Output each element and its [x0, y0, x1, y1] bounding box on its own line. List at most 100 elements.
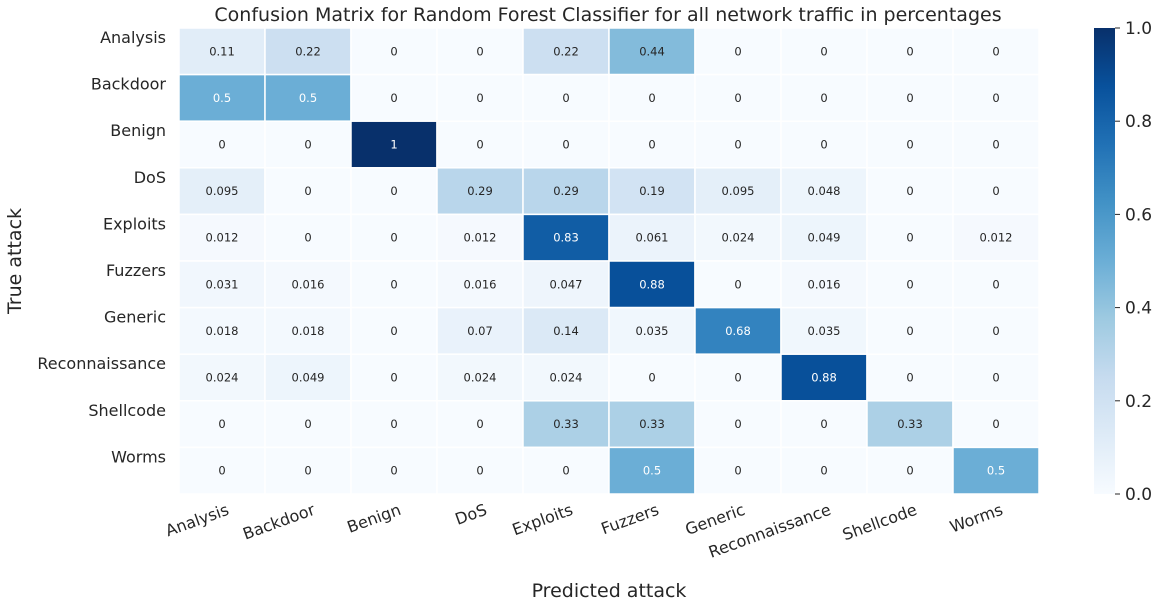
cell-value-label: 0 [648, 138, 655, 152]
heatmap-cell [952, 73, 1040, 122]
cell-value-label: 0 [304, 417, 311, 431]
cell-value-label: 0 [992, 324, 999, 338]
x-tick-label: Fuzzers [598, 500, 661, 538]
cell-value-label: 0.012 [206, 231, 239, 245]
cell-value-label: 0 [390, 91, 397, 105]
cell-value-label: 0 [390, 231, 397, 245]
colorbar-tick-label: 0.6 [1125, 205, 1152, 225]
heatmap-cell [436, 400, 524, 449]
cell-value-label: 0 [390, 417, 397, 431]
cell-value-label: 0 [218, 464, 225, 478]
cell-value-label: 0 [390, 184, 397, 198]
cell-value-label: 0 [734, 464, 741, 478]
cell-value-label: 0.33 [897, 417, 923, 431]
cell-value-label: 0.049 [292, 371, 325, 385]
cell-value-label: 0 [304, 231, 311, 245]
heatmap-cell [264, 446, 352, 495]
cell-value-label: 0.5 [643, 464, 661, 478]
cell-value-label: 0 [906, 277, 913, 291]
heatmap-cell [178, 306, 266, 355]
cell-value-label: 0 [820, 138, 827, 152]
cell-value-label: 0.11 [209, 44, 235, 58]
cell-value-label: 0 [992, 417, 999, 431]
cell-value-label: 0 [820, 44, 827, 58]
y-tick-label: Benign [110, 121, 166, 140]
heatmap-cell [694, 167, 782, 216]
heatmap-cell [780, 213, 868, 262]
cell-value-label: 0.83 [553, 231, 579, 245]
cell-value-label: 0 [992, 277, 999, 291]
heatmap-cell [608, 167, 696, 216]
cell-value-label: 0 [906, 138, 913, 152]
colorbar-tick-label: 0.8 [1125, 112, 1152, 132]
x-tick-label: Analysis [163, 500, 231, 540]
y-tick-label: Backdoor [91, 75, 167, 94]
cell-value-label: 0.024 [550, 371, 583, 385]
heatmap-cells: 0.11 0.22 0 0 0.22 0.44 0 0 0 0 0.5 0.5 0 0 0 0 0 0 0 0 0 0 1 0… [178, 27, 1040, 495]
heatmap-cell [264, 353, 352, 402]
heatmap-cell [436, 353, 524, 402]
y-tick-label: Generic [104, 308, 166, 327]
heatmap-cell [350, 260, 438, 309]
cell-value-label: 0 [648, 91, 655, 105]
cell-value-label: 0.33 [639, 417, 665, 431]
heatmap-cell [866, 260, 954, 309]
cell-value-label: 0.016 [808, 277, 841, 291]
cell-value-label: 0.035 [808, 324, 841, 338]
cell-value-label: 1 [390, 138, 397, 152]
cell-value-label: 0.031 [206, 277, 239, 291]
x-tick-label: Backdoor [240, 500, 318, 544]
cell-value-label: 0.012 [464, 231, 497, 245]
heatmap-cell [264, 120, 352, 169]
cell-value-label: 0.016 [292, 277, 325, 291]
heatmap-cell [780, 400, 868, 449]
y-axis-tick-labels: Analysis Backdoor Benign DoS Exploits Fuzzers… [37, 28, 166, 466]
chart-title: Confusion Matrix for Random Forest Class… [214, 4, 1001, 26]
cell-value-label: 0 [906, 324, 913, 338]
heatmap-cell [780, 73, 868, 122]
cell-value-label: 0 [304, 138, 311, 152]
colorbar [1094, 28, 1115, 494]
heatmap-cell [694, 73, 782, 122]
y-tick-label: DoS [134, 168, 166, 187]
heatmap-cell [694, 353, 782, 402]
y-tick-label: Shellcode [88, 401, 166, 420]
cell-value-label: 0.88 [639, 277, 665, 291]
cell-value-label: 0.33 [553, 417, 579, 431]
heatmap-cell [436, 73, 524, 122]
colorbar-tick-label: 1.0 [1125, 19, 1152, 39]
cell-value-label: 0 [992, 371, 999, 385]
heatmap-cell [436, 446, 524, 495]
cell-value-label: 0 [476, 44, 483, 58]
heatmap-cell [694, 213, 782, 262]
cell-value-label: 0.5 [987, 464, 1005, 478]
heatmap-cell [866, 120, 954, 169]
heatmap-cell [866, 213, 954, 262]
cell-value-label: 0.14 [553, 324, 579, 338]
heatmap-cell [264, 27, 352, 76]
cell-value-label: 0 [562, 464, 569, 478]
heatmap-cell [608, 306, 696, 355]
x-tick-label: Benign [345, 500, 404, 537]
heatmap-cell [178, 120, 266, 169]
cell-value-label: 0 [476, 464, 483, 478]
heatmap-cell [608, 73, 696, 122]
cell-value-label: 0 [304, 464, 311, 478]
heatmap-cell [780, 446, 868, 495]
x-tick-label: Worms [947, 500, 1005, 537]
heatmap-cell [694, 446, 782, 495]
cell-value-label: 0.024 [722, 231, 755, 245]
cell-value-label: 0 [734, 277, 741, 291]
heatmap-cell [694, 400, 782, 449]
cell-value-label: 0 [906, 44, 913, 58]
heatmap-cell [350, 120, 438, 169]
heatmap-cell [350, 353, 438, 402]
heatmap-cell [350, 400, 438, 449]
heatmap-cell [608, 353, 696, 402]
cell-value-label: 0.29 [553, 184, 579, 198]
cell-value-label: 0 [476, 91, 483, 105]
cell-value-label: 0.095 [206, 184, 239, 198]
x-axis-tick-labels: Analysis Backdoor Benign DoS Exploits Fuzzers… [163, 500, 1005, 562]
cell-value-label: 0.047 [550, 277, 583, 291]
